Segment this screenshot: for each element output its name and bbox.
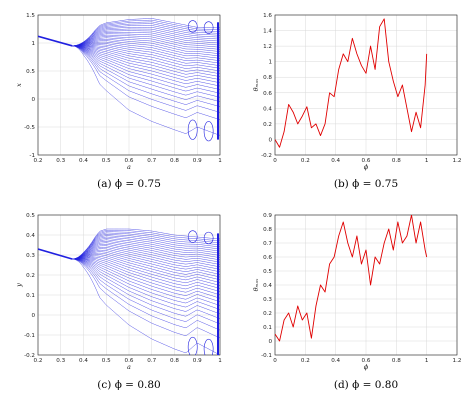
trajectory-line <box>72 46 220 120</box>
x-tick-label: 1 <box>218 158 222 164</box>
y-tick-label: 0.4 <box>263 106 272 112</box>
y-tick-label: 0.4 <box>26 233 35 239</box>
x-axis-label: ϕ <box>364 163 369 171</box>
x-tick-label: 0.8 <box>170 358 179 364</box>
plot-area <box>275 215 427 341</box>
x-tick-label: 0.9 <box>193 158 202 164</box>
y-tick-label: 1.4 <box>263 29 272 35</box>
chart-panel-c: 0.2 0.3 0.4 0.5 0.6 0.7 0.8 0.9 1-0.2-0.100.10.2… <box>15 213 222 391</box>
y-tick-label: -0.1 <box>24 333 35 339</box>
y-tick-label: 0 <box>268 339 272 345</box>
y-tick-label: 0.5 <box>263 269 272 275</box>
y-tick-label: 0.1 <box>26 293 35 299</box>
x-axis-label: a <box>127 363 131 371</box>
y-tick-label: 0.3 <box>263 297 272 303</box>
y-tick-label: 1.6 <box>263 13 272 19</box>
y-tick-label: -0.2 <box>261 153 272 159</box>
y-tick-label: 1.2 <box>263 44 272 50</box>
x-tick-label: 0.2 <box>301 358 310 364</box>
trajectory-line <box>72 46 220 71</box>
x-tick-label: 0.2 <box>301 158 310 164</box>
y-tick-label: -0.2 <box>24 353 35 359</box>
trajectory-line <box>72 46 220 102</box>
x-tick-label: 0 <box>273 358 277 364</box>
y-tick-label: -1 <box>29 153 35 159</box>
x-tick-label: 0.7 <box>147 358 156 364</box>
y-tick-label: -0.5 <box>24 125 35 131</box>
x-tick-label: 0.3 <box>56 158 65 164</box>
x-tick-label: 0.8 <box>170 158 179 164</box>
y-tick-label: 1 <box>31 41 35 47</box>
trajectory-line <box>72 46 220 136</box>
x-tick-label: 0.3 <box>56 358 65 364</box>
x-tick-label: 1.2 <box>453 358 462 364</box>
x-axis-label: ϕ <box>364 363 369 371</box>
trajectory-line <box>72 259 220 319</box>
y-tick-label: 0.2 <box>263 122 272 128</box>
plot-area <box>275 19 427 147</box>
x-tick-label: 0.8 <box>392 158 401 164</box>
y-tick-label: 0.3 <box>26 253 35 259</box>
y-tick-label: 0.4 <box>263 283 272 289</box>
x-tick-label: 0.9 <box>193 358 202 364</box>
y-tick-label: 0.8 <box>263 75 272 81</box>
panel-caption: (b) ϕ = 0.75 <box>334 178 398 190</box>
y-tick-label: 0 <box>268 137 272 143</box>
x-tick-label: 0.5 <box>102 358 111 364</box>
series-line <box>275 215 427 341</box>
x-tick-label: 1 <box>425 158 429 164</box>
y-tick-label: 0 <box>31 313 35 319</box>
chart-panel-b: 0 0.2 0.4 0.6 0.8 1 1.2-0.200.20.40.60.811.21.… <box>252 13 461 190</box>
x-tick-label: 0.8 <box>392 358 401 364</box>
y-tick-label: 0.2 <box>26 273 35 279</box>
y-axis-label: θₘₐₓ <box>252 278 260 291</box>
x-tick-label: 0.7 <box>147 158 156 164</box>
y-tick-label: 0.5 <box>26 69 35 75</box>
panel-caption: (a) ϕ = 0.75 <box>97 178 161 190</box>
y-tick-label: 0.1 <box>263 325 272 331</box>
y-axis-label: θₘₐₓ <box>252 78 260 91</box>
fixed-point-branch <box>38 36 72 46</box>
y-tick-label: 1 <box>268 60 272 66</box>
series-line <box>275 19 427 147</box>
y-tick-label: 0.6 <box>263 255 272 261</box>
x-tick-label: 0.4 <box>79 358 88 364</box>
y-tick-label: 0.9 <box>263 213 272 219</box>
x-tick-label: 1 <box>218 358 222 364</box>
y-tick-label: 0.8 <box>263 227 272 233</box>
y-tick-label: 1.5 <box>26 13 35 19</box>
x-tick-label: 0.5 <box>102 158 111 164</box>
trajectory-line <box>72 259 220 355</box>
x-tick-label: 0 <box>273 158 277 164</box>
x-tick-label: 1.2 <box>453 158 462 164</box>
y-tick-label: 0.7 <box>263 241 272 247</box>
y-tick-label: 0.2 <box>263 311 272 317</box>
x-tick-label: 0.4 <box>331 358 340 364</box>
y-tick-label: 0.5 <box>26 213 35 219</box>
x-tick-label: 0.4 <box>79 158 88 164</box>
y-tick-label: -0.1 <box>261 353 272 359</box>
y-axis-label: x <box>15 83 23 87</box>
fixed-point-branch <box>38 249 72 259</box>
chart-panel-a: 0.2 0.3 0.4 0.5 0.6 0.7 0.8 0.9 1-1-0.500.511.5a… <box>15 13 222 190</box>
x-tick-label: 0.4 <box>331 158 340 164</box>
panel-caption: (d) ϕ = 0.80 <box>334 379 398 391</box>
y-axis-label: y <box>15 283 23 288</box>
y-tick-label: 0.6 <box>263 91 272 97</box>
trajectory-line <box>72 46 220 86</box>
panel-caption: (c) ϕ = 0.80 <box>97 379 160 391</box>
y-tick-label: 0 <box>31 97 35 103</box>
x-axis-label: a <box>127 163 131 171</box>
x-tick-label: 1 <box>425 358 429 364</box>
chart-panel-d: 0 0.2 0.4 0.6 0.8 1 1.2-0.100.10.20.30.40.50.6… <box>252 213 461 391</box>
